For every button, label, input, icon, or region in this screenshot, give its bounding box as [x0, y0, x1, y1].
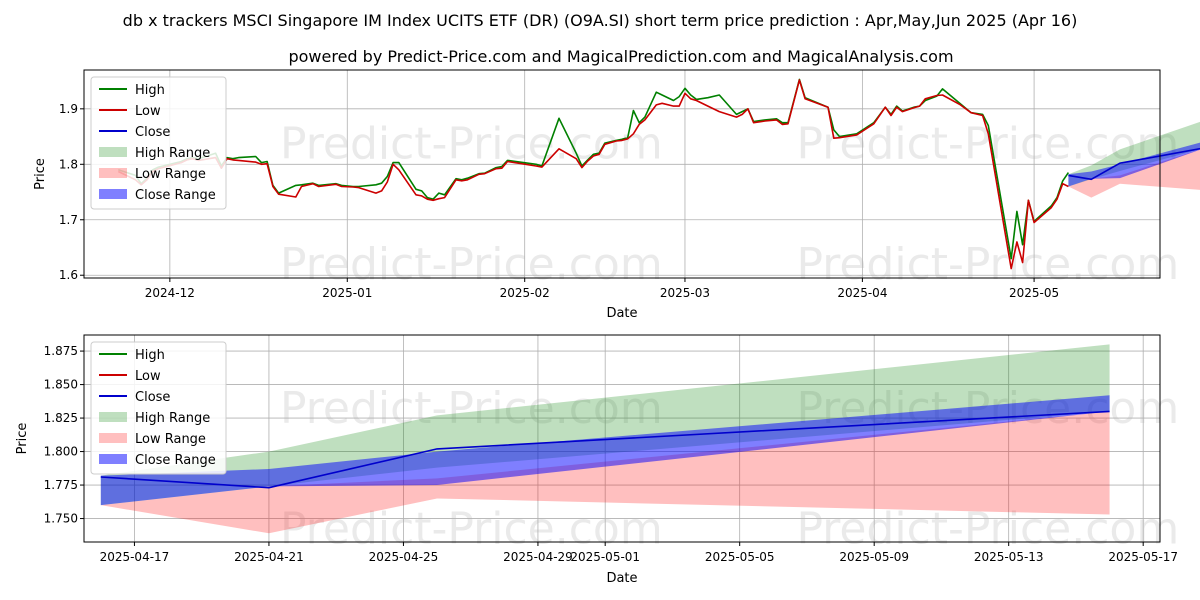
- legend-label-close: Close: [135, 390, 170, 405]
- y-tick-label: 1.7: [59, 213, 78, 227]
- x-tick-label: 2025-05-01: [570, 550, 640, 564]
- bottom-chart-panel: Predict-Price.com Predict-Price.com Predic…: [15, 334, 1179, 586]
- watermark: Predict-Price.com Predict-Price.com Predic…: [280, 119, 1179, 291]
- watermark-text: Predict-Price.com: [796, 239, 1179, 290]
- x-tick-label: 2025-01: [322, 286, 372, 300]
- x-tick-label: 2025-04-17: [100, 550, 170, 564]
- x-tick-label: 2024-12: [145, 286, 195, 300]
- close-line: [1068, 147, 1200, 181]
- legend-label-low: Low: [135, 104, 161, 119]
- x-tick-label: 2025-03: [660, 286, 710, 300]
- watermark-text: Predict-Price.com: [280, 383, 663, 434]
- x-tick-label: 2025-05-13: [974, 550, 1044, 564]
- close-range-band: [100, 395, 1110, 506]
- x-axis-label: Date: [606, 306, 637, 321]
- watermark-text: Predict-Price.com: [280, 503, 663, 554]
- legend-label-low-range: Low Range: [135, 432, 206, 447]
- y-tick-label: 1.775: [44, 478, 78, 492]
- x-tick-label: 2025-04-29: [503, 550, 573, 564]
- x-tick-label: 2025-04-25: [369, 550, 439, 564]
- legend-swatch-high-range: [99, 147, 127, 157]
- legend-swatch-high-range: [99, 412, 127, 422]
- chart-title: db x trackers MSCI Singapore IM Index UC…: [123, 11, 1078, 30]
- close-line: [100, 410, 1110, 489]
- watermark-text: Predict-Price.com: [280, 239, 663, 290]
- legend: High Low Close High Range Low Range Close Ran…: [90, 76, 227, 210]
- y-tick-label: 1.875: [44, 344, 78, 358]
- x-tick-label: 2025-05: [1009, 286, 1059, 300]
- x-tick-label: 2025-04: [837, 286, 887, 300]
- x-tick-label: 2025-05-05: [705, 550, 775, 564]
- x-axis-label: Date: [606, 571, 637, 586]
- legend: High Low Close High Range Low Range Close Ran…: [90, 341, 227, 475]
- legend-swatch-close-range: [99, 189, 127, 199]
- low-line: [117, 79, 1069, 270]
- plot-frame: [83, 69, 1161, 279]
- y-tick-label: 1.850: [44, 378, 78, 392]
- legend-label-high: High: [135, 348, 165, 363]
- x-tick-label: 2025-05-17: [1108, 550, 1178, 564]
- legend-label-low-range: Low Range: [135, 167, 206, 182]
- legend-label-high: High: [135, 83, 165, 98]
- legend-label-low: Low: [135, 369, 161, 384]
- y-axis-label: Price: [33, 158, 48, 190]
- legend-label-close-range: Close Range: [135, 188, 216, 203]
- legend-label-close: Close: [135, 125, 170, 140]
- low-range-band: [1068, 149, 1200, 198]
- watermark-text: Predict-Price.com: [280, 119, 663, 170]
- legend-label-close-range: Close Range: [135, 453, 216, 468]
- close-range-band: [1068, 142, 1200, 187]
- grid: [84, 70, 1160, 278]
- watermark: Predict-Price.com Predict-Price.com Predic…: [280, 383, 1179, 554]
- y-axis-label: Price: [15, 423, 30, 455]
- y-tick-label: 1.750: [44, 512, 78, 526]
- legend-swatch-low-range: [99, 168, 127, 178]
- plot-frame: [83, 334, 1161, 543]
- legend-swatch-low-range: [99, 433, 127, 443]
- x-tick-label: 2025-05-09: [839, 550, 909, 564]
- y-tick-label: 1.6: [59, 268, 78, 282]
- x-tick-label: 2025-02: [500, 286, 550, 300]
- y-tick-label: 1.800: [44, 445, 78, 459]
- legend-label-high-range: High Range: [135, 411, 210, 426]
- x-tick-label: 2025-04-21: [234, 550, 304, 564]
- legend-swatch-close-range: [99, 454, 127, 464]
- chart-subtitle: powered by Predict-Price.com and Magical…: [288, 47, 953, 66]
- top-chart-panel: Predict-Price.com Predict-Price.com Predic…: [33, 69, 1200, 321]
- low-range-band: [100, 411, 1110, 534]
- watermark-text: Predict-Price.com: [796, 503, 1179, 554]
- y-tick-label: 1.9: [59, 102, 78, 116]
- y-tick-label: 1.8: [59, 157, 78, 171]
- legend-label-high-range: High Range: [135, 146, 210, 161]
- y-tick-label: 1.825: [44, 411, 78, 425]
